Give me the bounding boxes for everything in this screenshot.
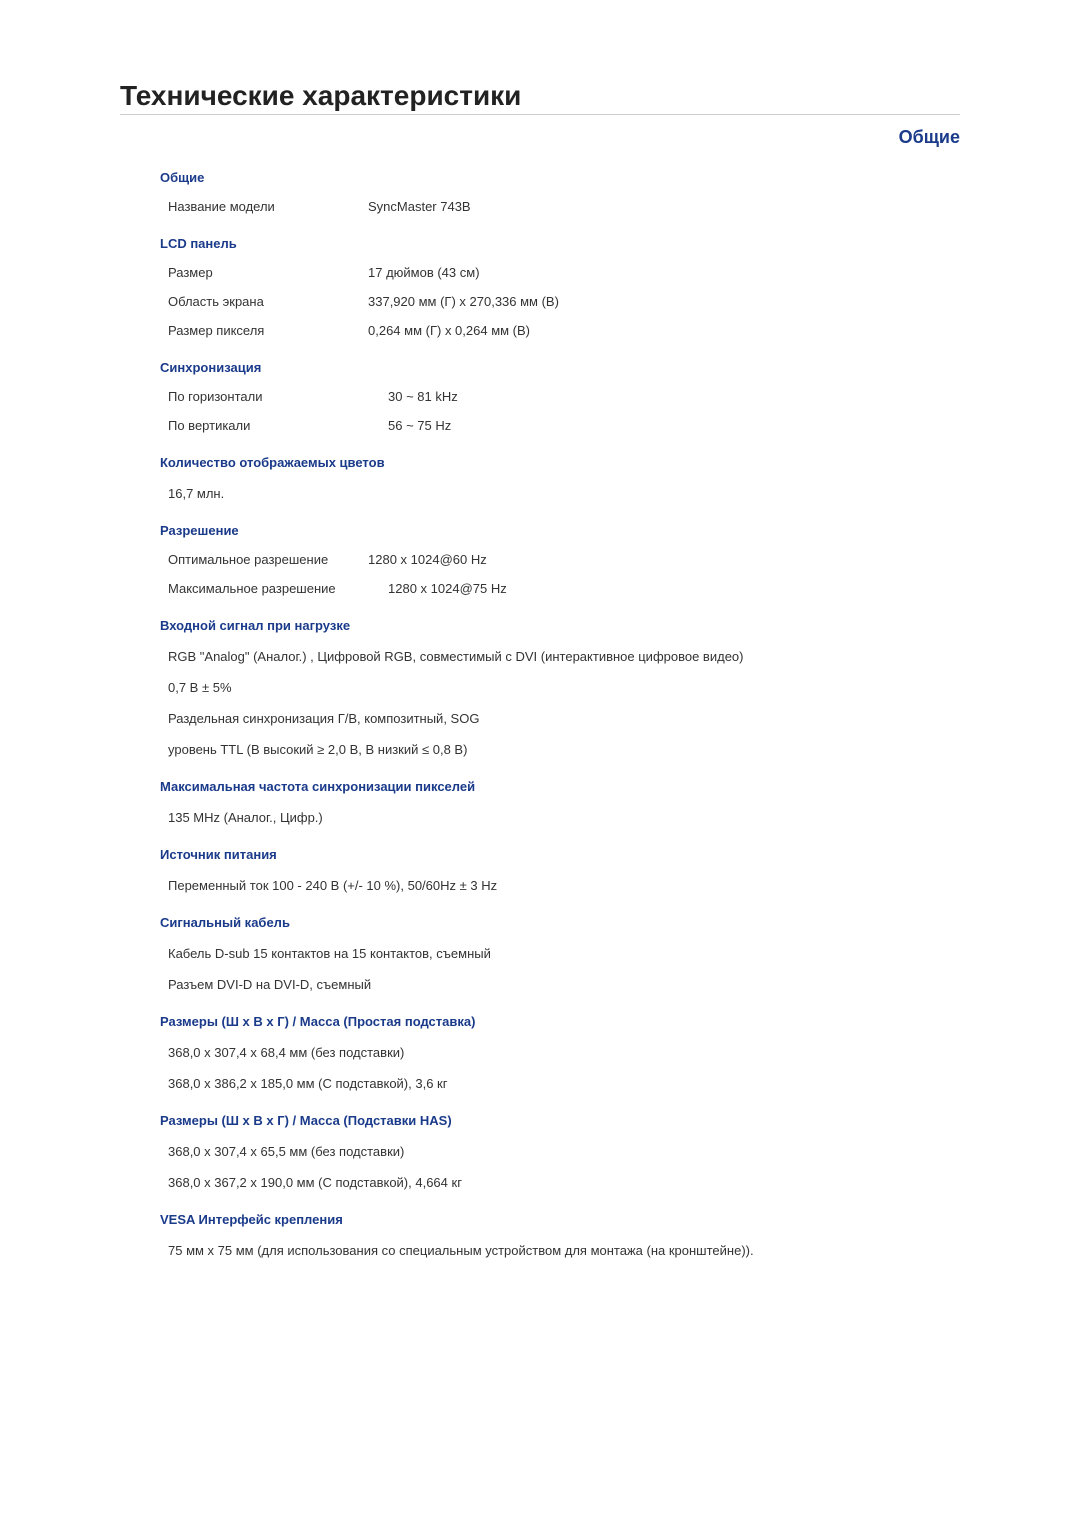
value-vesa: 75 мм x 75 мм (для использования со спец… — [168, 1243, 940, 1258]
label-sync-v: По вертикали — [160, 418, 368, 433]
section-resolution-head: Разрешение — [160, 523, 940, 538]
input-line-4: уровень TTL (В высокий ≥ 2,0 В, В низкий… — [168, 742, 940, 757]
row-res-max: Максимальное разрешение 1280 x 1024@75 H… — [160, 581, 940, 596]
section-sync-head: Синхронизация — [160, 360, 940, 375]
label-model: Название модели — [160, 199, 368, 214]
value-power: Переменный ток 100 - 240 В (+/- 10 %), 5… — [168, 878, 940, 893]
section-input-head: Входной сигнал при нагрузке — [160, 618, 940, 633]
dim-simple-line-1: 368,0 x 307,4 x 68,4 мм (без подставки) — [168, 1045, 940, 1060]
cable-line-2: Разъем DVI-D на DVI-D, съемный — [168, 977, 940, 992]
value-size: 17 дюймов (43 см) — [368, 265, 940, 280]
value-model: SyncMaster 743B — [368, 199, 940, 214]
value-res-opt: 1280 x 1024@60 Hz — [368, 552, 940, 567]
cable-line-1: Кабель D-sub 15 контактов на 15 контакто… — [168, 946, 940, 961]
dim-simple-line-2: 368,0 x 386,2 x 185,0 мм (С подставкой),… — [168, 1076, 940, 1091]
row-res-opt: Оптимальное разрешение 1280 x 1024@60 Hz — [160, 552, 940, 567]
section-lcd-head: LCD панель — [160, 236, 940, 251]
label-res-max: Максимальное разрешение — [160, 581, 368, 596]
spec-page: Технические характеристики Общие Общие Н… — [0, 0, 1080, 1314]
section-colors-head: Количество отображаемых цветов — [160, 455, 940, 470]
label-size: Размер — [160, 265, 368, 280]
row-sync-v: По вертикали 56 ~ 75 Hz — [160, 418, 940, 433]
row-model: Название модели SyncMaster 743B — [160, 199, 940, 214]
row-size: Размер 17 дюймов (43 см) — [160, 265, 940, 280]
input-line-3: Раздельная синхронизация Г/В, композитны… — [168, 711, 940, 726]
label-sync-h: По горизонтали — [160, 389, 368, 404]
section-power-head: Источник питания — [160, 847, 940, 862]
input-line-2: 0,7 В ± 5% — [168, 680, 940, 695]
row-area: Область экрана 337,920 мм (Г) x 270,336 … — [160, 294, 940, 309]
value-area: 337,920 мм (Г) x 270,336 мм (В) — [368, 294, 940, 309]
value-pixel: 0,264 мм (Г) x 0,264 мм (В) — [368, 323, 940, 338]
value-sync-h: 30 ~ 81 kHz — [368, 389, 940, 404]
section-maxclock-head: Максимальная частота синхронизации пиксе… — [160, 779, 940, 794]
section-dim-simple-head: Размеры (Ш х В х Г) / Масса (Простая под… — [160, 1014, 940, 1029]
row-pixel: Размер пикселя 0,264 мм (Г) x 0,264 мм (… — [160, 323, 940, 338]
value-colors: 16,7 млн. — [168, 486, 940, 501]
row-sync-h: По горизонтали 30 ~ 81 kHz — [160, 389, 940, 404]
label-res-opt: Оптимальное разрешение — [160, 552, 368, 567]
section-general-head: Общие — [160, 170, 940, 185]
value-res-max: 1280 x 1024@75 Hz — [368, 581, 940, 596]
value-sync-v: 56 ~ 75 Hz — [368, 418, 940, 433]
section-cable-head: Сигнальный кабель — [160, 915, 940, 930]
dim-has-line-1: 368,0 x 307,4 x 65,5 мм (без подставки) — [168, 1144, 940, 1159]
spec-block: Общие Название модели SyncMaster 743B LC… — [160, 170, 940, 1258]
section-vesa-head: VESA Интерфейс крепления — [160, 1212, 940, 1227]
section-tab-label: Общие — [120, 127, 960, 148]
value-maxclock: 135 MHz (Аналог., Цифр.) — [168, 810, 940, 825]
page-title: Технические характеристики — [120, 80, 960, 115]
section-dim-has-head: Размеры (Ш х В х Г) / Масса (Подставки H… — [160, 1113, 940, 1128]
label-pixel: Размер пикселя — [160, 323, 368, 338]
dim-has-line-2: 368,0 x 367,2 x 190,0 мм (С подставкой),… — [168, 1175, 940, 1190]
label-area: Область экрана — [160, 294, 368, 309]
input-line-1: RGB "Analog" (Аналог.) , Цифровой RGB, с… — [168, 649, 940, 664]
